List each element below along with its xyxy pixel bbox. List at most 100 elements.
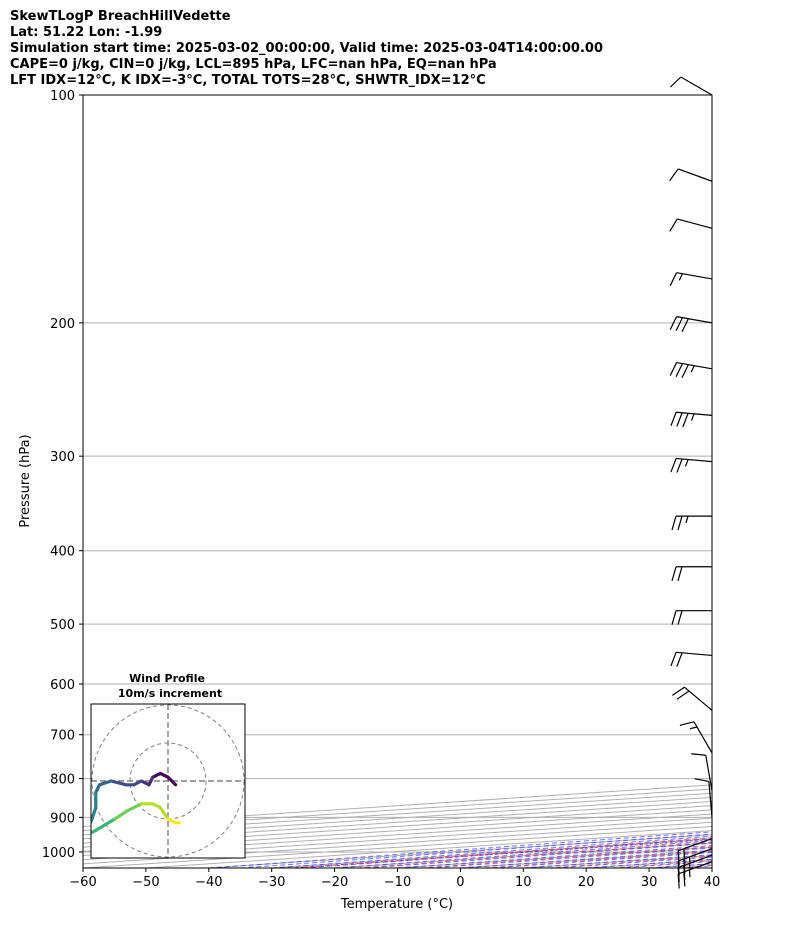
x-tick-label: 0 bbox=[456, 875, 464, 890]
isotherm-line bbox=[649, 863, 712, 868]
wind-barb-staff bbox=[676, 272, 713, 280]
hodograph-segment bbox=[97, 779, 113, 787]
moist-adiabat bbox=[334, 840, 712, 868]
dry-adiabat bbox=[740, 95, 794, 868]
wind-barb-flag bbox=[671, 610, 677, 625]
moist-adiabat bbox=[617, 861, 712, 868]
hodograph-segment bbox=[91, 828, 98, 835]
moist-adiabat bbox=[208, 831, 712, 868]
isotherm-line bbox=[523, 855, 712, 868]
wind-barb-flag bbox=[683, 871, 686, 887]
dry-adiabat bbox=[548, 855, 712, 868]
x-tick-label: 10 bbox=[515, 875, 532, 890]
moist-adiabat bbox=[491, 852, 712, 868]
inset-frame bbox=[90, 703, 246, 859]
dry-adiabat bbox=[293, 837, 712, 868]
isotherm-line bbox=[397, 846, 712, 868]
negative-area-shading bbox=[738, 95, 794, 854]
moist-adiabat bbox=[711, 867, 712, 868]
hodograph-inset bbox=[91, 704, 245, 858]
isotherm-line bbox=[208, 834, 712, 868]
wind-barb bbox=[670, 457, 713, 473]
wind-barb-flag bbox=[670, 412, 677, 427]
wind-barb-staff bbox=[680, 76, 713, 96]
inset-title: Wind Profile bbox=[129, 672, 205, 685]
wind-barb-staff bbox=[677, 218, 713, 229]
wind-barb-flag bbox=[679, 721, 695, 726]
isotherm-line bbox=[711, 867, 712, 868]
isotherm-line bbox=[586, 859, 712, 868]
y-tick-label: 900 bbox=[50, 811, 75, 826]
wind-barb-flag bbox=[676, 652, 683, 667]
hodograph-segment bbox=[94, 817, 117, 833]
y-tick-label: 600 bbox=[50, 678, 75, 693]
moist-adiabat bbox=[649, 863, 712, 868]
wind-barb-flag bbox=[690, 365, 695, 373]
parcel-profile-line bbox=[738, 95, 794, 854]
wind-barb-flag bbox=[675, 363, 683, 377]
wind-barb-flag bbox=[672, 686, 685, 696]
wind-barb bbox=[671, 566, 712, 581]
wind-barb-flag bbox=[690, 413, 695, 421]
moist-adiabat bbox=[303, 838, 712, 868]
wind-barb bbox=[691, 753, 713, 791]
temperature-line bbox=[762, 95, 794, 852]
x-tick-label: −20 bbox=[321, 875, 348, 890]
y-tick-label: 300 bbox=[50, 450, 75, 465]
chart-title: SkewTLogP BreachHillVedette bbox=[10, 9, 231, 24]
wind-barb-flag bbox=[676, 412, 683, 427]
y-tick-label: 100 bbox=[50, 89, 75, 104]
wind-barb-flag bbox=[677, 850, 680, 866]
wind-barb bbox=[669, 168, 713, 182]
dry-adiabat bbox=[675, 864, 712, 868]
dry-adiabat bbox=[612, 860, 712, 868]
wind-barb-flag bbox=[684, 459, 689, 467]
wind-barb-flag bbox=[669, 316, 678, 330]
wind-barbs bbox=[669, 76, 713, 889]
inset-subtitle: 10m/s increment bbox=[118, 687, 222, 700]
wind-barb-flag bbox=[689, 726, 698, 730]
moist-adiabat bbox=[271, 835, 712, 868]
wind-barb bbox=[677, 861, 713, 889]
moist-adiabat bbox=[744, 95, 794, 868]
wind-barb-flag bbox=[677, 515, 683, 531]
wind-barb-flag bbox=[670, 652, 677, 667]
moist-adiabat bbox=[366, 842, 712, 868]
moist-adiabat bbox=[397, 844, 712, 868]
location-line: Lat: 51.22 Lon: -1.99 bbox=[10, 25, 163, 40]
moist-adiabat bbox=[460, 849, 712, 868]
wind-barb-flag bbox=[676, 690, 690, 700]
wind-barb bbox=[669, 272, 713, 287]
wind-barb bbox=[670, 411, 713, 428]
wind-barb-staff bbox=[705, 755, 713, 791]
hodograph-segment bbox=[166, 775, 178, 787]
wind-barb-flag bbox=[669, 272, 678, 287]
y-tick-label: 1000 bbox=[42, 846, 75, 861]
hodograph-segment bbox=[158, 805, 170, 821]
wind-barb bbox=[669, 218, 713, 232]
dewpoint-line bbox=[717, 95, 794, 852]
wind-barb-flag bbox=[682, 413, 689, 428]
wind-barb-flag bbox=[677, 873, 680, 889]
dry-adiabat bbox=[484, 850, 712, 868]
wind-barb-flag bbox=[688, 869, 691, 878]
wind-barb-flag bbox=[677, 566, 683, 581]
wind-barb bbox=[677, 837, 713, 866]
y-tick-label: 200 bbox=[50, 317, 75, 332]
y-tick-label: 500 bbox=[50, 618, 75, 633]
wind-barb bbox=[669, 76, 713, 96]
y-tick-label: 400 bbox=[50, 545, 75, 560]
wind-barb bbox=[672, 686, 713, 711]
wind-barb-flag bbox=[676, 458, 683, 473]
wind-barb bbox=[669, 316, 713, 333]
x-axis-label: Temperature (°C) bbox=[340, 897, 453, 912]
moist-adiabat bbox=[428, 847, 712, 868]
mixing-ratio-line bbox=[290, 839, 712, 868]
x-tick-label: 40 bbox=[704, 875, 721, 890]
x-tick-label: −30 bbox=[258, 875, 285, 890]
wind-barb-flag bbox=[681, 364, 689, 379]
hodograph-segment bbox=[109, 779, 128, 787]
isotherm-line bbox=[271, 838, 712, 868]
wind-barb-flag bbox=[669, 168, 679, 182]
